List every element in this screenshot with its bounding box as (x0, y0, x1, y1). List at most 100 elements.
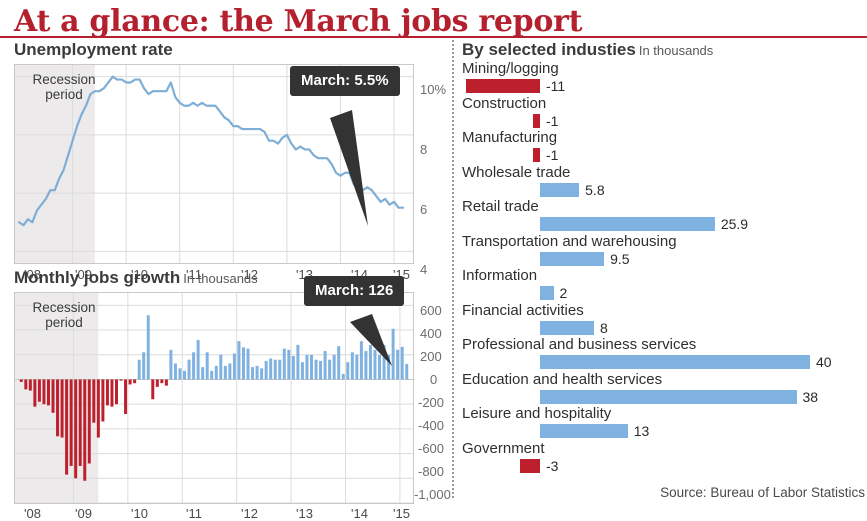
industry-label: Construction (462, 94, 547, 112)
jobs-ytick-2: 200 (420, 349, 442, 364)
industry-row: Retail trade 25.9 (462, 198, 867, 235)
unemployment-recession-label: Recession period (24, 72, 104, 102)
industries-title-text: By selected industies (462, 40, 636, 59)
unemp-xtick-4: '12 (241, 267, 258, 282)
unemp-recession-line2: period (45, 87, 83, 102)
jobs-title-text: Monthly jobs growth (14, 268, 181, 287)
jobs-xtick-7: '15 (393, 506, 410, 521)
unemployment-line-svg (15, 65, 413, 263)
industry-value: 8 (600, 319, 608, 336)
industry-row: Information 2 (462, 267, 867, 304)
industry-bar (533, 113, 540, 128)
industry-bar-track: 38 (462, 389, 867, 405)
industry-row: Wholesale trade 5.8 (462, 163, 867, 201)
jobs-callout: March: 126 (304, 276, 405, 306)
unemployment-callout: March: 5.5% (290, 66, 400, 96)
jobs-xtick-5: '13 (296, 506, 313, 521)
unemp-xtick-3: '11 (186, 267, 202, 282)
industry-bar-track: 2 (462, 285, 867, 301)
unemp-xtick-0: '08 (24, 267, 41, 282)
industry-row: Construction -1 (462, 94, 867, 132)
industry-value: 25.9 (720, 216, 749, 232)
industry-value: 5.8 (585, 181, 605, 198)
left-column: Unemployment rate 10% 8 6 4 '08 '09 '10 … (0, 38, 452, 521)
jobs-ytick-1: 400 (420, 326, 442, 341)
industry-bar-track: 8 (462, 319, 867, 336)
unemp-ytick-2: 6 (420, 202, 428, 217)
unemp-ytick-3: 4 (420, 262, 428, 277)
industry-value: 2 (559, 285, 568, 301)
jobs-recession-line1: Recession (32, 300, 96, 315)
industry-bar (540, 424, 628, 438)
jobs-callout-tail (350, 314, 392, 366)
jobs-xtick-4: '12 (241, 506, 258, 521)
industry-label: Mining/logging (462, 60, 559, 77)
industry-bar-track: 13 (462, 423, 867, 439)
industry-value: 13 (633, 423, 650, 439)
jobs-ytick-3: 0 (430, 372, 438, 387)
jobs-ytick-6: -600 (418, 441, 445, 456)
jobs-xtick-1: '09 (75, 506, 92, 521)
column-divider (452, 40, 454, 498)
industry-bar (540, 217, 715, 231)
industry-row: Professional and business services 40 (462, 336, 867, 373)
unemployment-title-text: Unemployment rate (14, 40, 173, 59)
industry-row: Mining/logging -11 (462, 60, 867, 97)
jobs-ytick-0: 600 (420, 303, 442, 318)
industries-chart-title: By selected industies In thousands (462, 40, 713, 60)
industry-label: Professional and business services (462, 336, 697, 353)
unemp-recession-line1: Recession (32, 72, 96, 87)
jobs-ytick-8: -1,000 (414, 487, 451, 502)
jobs-title-subtitle: In thousands (183, 271, 258, 286)
industry-bar-track: -1 (462, 113, 867, 129)
jobs-recession-label: Recession period (24, 300, 104, 330)
unemp-xtick-1: '09 (75, 267, 92, 282)
jobs-chart-plot (14, 292, 414, 504)
industry-bar-track: -1 (462, 147, 867, 163)
industry-label: Government (462, 439, 545, 457)
industry-label: Education and health services (462, 370, 663, 388)
industry-label: Wholesale trade (462, 163, 571, 181)
jobs-recession-line2: period (45, 315, 83, 330)
industry-row: Financial activities 8 (462, 302, 867, 339)
right-column: By selected industies In thousands Mining… (462, 38, 867, 508)
industries-title-subtitle: In thousands (638, 43, 714, 58)
industry-label: Manufacturing (462, 129, 558, 146)
industry-bar (465, 79, 540, 93)
jobs-ytick-7: -800 (418, 464, 445, 479)
industry-value: -11 (546, 78, 566, 94)
industry-label: Transportation and warehousing (462, 232, 677, 250)
industry-bar-track: -3 (462, 457, 867, 474)
industry-value: -3 (546, 457, 559, 474)
industry-value: 40 (816, 354, 832, 370)
unemployment-chart-title: Unemployment rate (14, 40, 173, 60)
jobs-xtick-6: '14 (351, 506, 368, 521)
industry-bar (533, 148, 540, 162)
industry-row: Education and health services 38 (462, 370, 867, 408)
industry-bar (540, 355, 810, 369)
industry-bar-track: -11 (462, 78, 867, 94)
industry-bar-track: 25.9 (462, 216, 867, 232)
infographic-root: At a glance: the March jobs report Unemp… (0, 4, 867, 521)
header-rule (0, 36, 867, 38)
jobs-xtick-2: '10 (131, 506, 148, 521)
source-note: Source: Bureau of Labor Statistics (660, 485, 865, 500)
industry-bar (540, 251, 605, 266)
industry-label: Information (462, 267, 538, 284)
industry-row: Government -3 (462, 439, 867, 477)
industry-bar-track: 40 (462, 354, 867, 370)
jobs-chart-title: Monthly jobs growth In thousands (14, 268, 258, 288)
jobs-ytick-5: -400 (418, 418, 445, 433)
jobs-bar-svg (15, 293, 413, 503)
industry-bar (540, 286, 554, 300)
industry-row: Leisure and hospitality 13 (462, 405, 867, 442)
page-title: At a glance: the March jobs report (14, 4, 583, 39)
industry-row: Manufacturing -1 (462, 129, 867, 166)
industry-value: -1 (546, 147, 559, 163)
industry-bar-track: 5.8 (462, 181, 867, 198)
unemployment-chart-plot (14, 64, 414, 264)
unemp-ytick-1: 8 (420, 142, 428, 157)
industry-value: 9.5 (610, 250, 630, 267)
unemp-xtick-2: '10 (131, 267, 148, 282)
jobs-ytick-4: -200 (418, 395, 445, 410)
